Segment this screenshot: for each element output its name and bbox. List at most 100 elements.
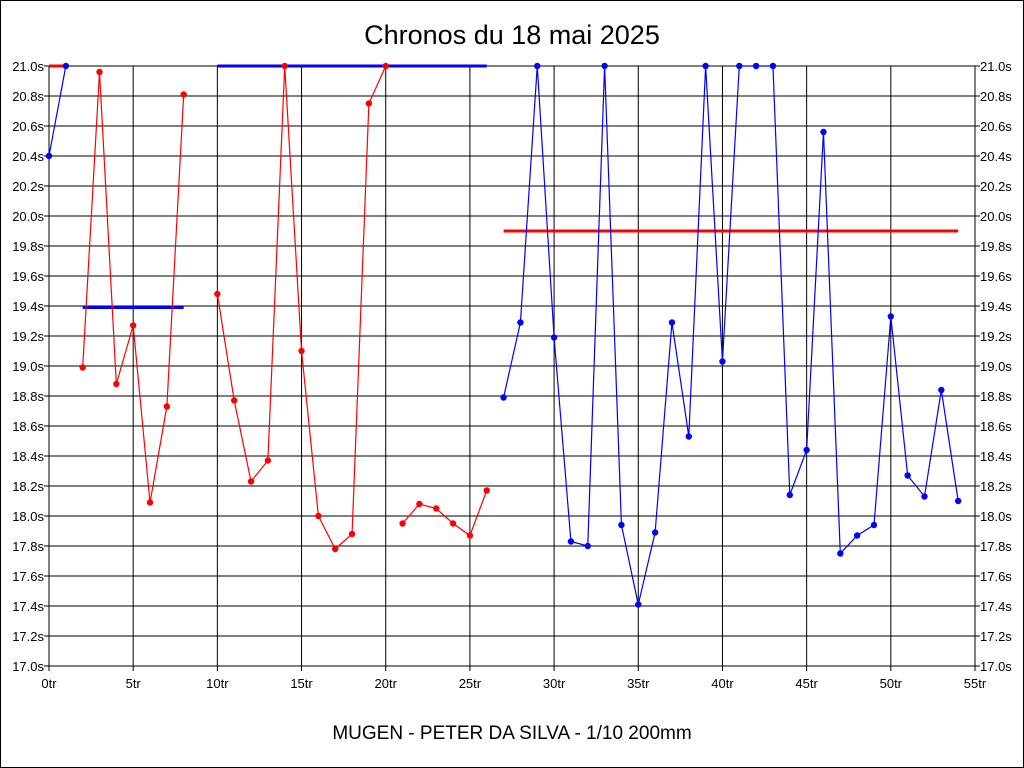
data-point	[853, 532, 861, 539]
data-point	[820, 128, 827, 136]
y-tick-label-right: 18.0s	[980, 509, 1012, 524]
y-tick-label-left: 21.0s	[12, 59, 44, 74]
series-group	[500, 62, 962, 608]
data-point	[315, 512, 322, 520]
x-tick-label: 20tr	[375, 676, 398, 691]
x-tick-label: 55tr	[964, 676, 987, 691]
data-point	[365, 100, 373, 107]
data-point	[113, 380, 120, 388]
data-point	[416, 500, 423, 508]
data-point	[180, 91, 187, 98]
data-point	[702, 62, 709, 70]
data-point	[786, 491, 793, 499]
data-point	[79, 364, 86, 371]
y-tick-label-left: 17.4s	[12, 599, 44, 614]
data-point	[264, 457, 272, 464]
y-tick-label-right: 20.6s	[980, 119, 1012, 134]
y-tick-label-left: 20.4s	[12, 149, 44, 164]
y-tick-label-right: 18.2s	[980, 479, 1012, 494]
data-point	[163, 403, 171, 410]
x-tick-label: 15tr	[290, 676, 313, 691]
data-point	[736, 62, 743, 70]
data-point	[651, 529, 659, 536]
x-tick-label: 35tr	[627, 676, 650, 691]
y-tick-label-left: 17.0s	[12, 659, 44, 674]
y-tick-label-left: 18.8s	[12, 389, 44, 404]
data-point	[348, 530, 356, 538]
y-tick-label-left: 18.6s	[12, 419, 44, 434]
data-point	[752, 62, 760, 70]
y-tick-label-right: 17.6s	[980, 569, 1012, 584]
series-line	[48, 65, 67, 157]
y-tick-label-left: 19.0s	[12, 359, 44, 374]
y-tick-label-right: 17.0s	[980, 659, 1012, 674]
y-tick-label-left: 17.6s	[12, 569, 44, 584]
data-point	[500, 394, 507, 401]
data-point	[298, 347, 305, 355]
data-point	[231, 397, 238, 404]
data-point	[96, 68, 103, 76]
y-tick-label-right: 18.8s	[980, 389, 1012, 404]
x-tick-label: 10tr	[206, 676, 229, 691]
y-tick-label-right: 17.2s	[980, 629, 1012, 644]
y-tick-label-left: 20.8s	[12, 89, 44, 104]
x-tick-label: 50tr	[880, 676, 903, 691]
data-point	[449, 520, 457, 527]
chart-title: Chronos du 18 mai 2025	[364, 20, 660, 50]
data-point	[281, 62, 288, 70]
chart-subtitle: MUGEN - PETER DA SILVA - 1/10 200mm	[332, 723, 691, 744]
y-tick-label-left: 20.6s	[12, 119, 44, 134]
y-tick-label-right: 19.2s	[980, 329, 1012, 344]
y-tick-label-left: 18.4s	[12, 449, 44, 464]
y-tick-label-left: 18.0s	[12, 509, 44, 524]
series-group	[79, 68, 187, 506]
data-point	[837, 550, 844, 557]
series-group	[45, 62, 70, 160]
data-point	[129, 322, 137, 329]
grid-layer	[44, 65, 980, 671]
y-tick-label-right: 20.4s	[980, 149, 1012, 164]
data-series	[45, 62, 962, 608]
data-point	[382, 62, 389, 70]
data-point	[550, 334, 558, 341]
plot-border	[48, 65, 976, 667]
y-tick-label-right: 18.4s	[980, 449, 1012, 464]
data-point	[938, 386, 945, 394]
data-point	[62, 62, 70, 70]
y-tick-label-left: 19.6s	[12, 269, 44, 284]
x-tick-label: 25tr	[459, 676, 482, 691]
data-point	[567, 538, 575, 545]
x-tick-label: 40tr	[711, 676, 734, 691]
y-tick-label-right: 20.8s	[980, 89, 1012, 104]
y-tick-label-left: 19.4s	[12, 299, 44, 314]
y-tick-label-right: 20.0s	[980, 209, 1012, 224]
data-point	[904, 472, 911, 479]
y-tick-label-left: 19.8s	[12, 239, 44, 254]
y-tick-label-right: 20.2s	[980, 179, 1012, 194]
data-point	[870, 521, 878, 529]
y-tick-label-left: 20.0s	[12, 209, 44, 224]
data-point	[483, 487, 490, 494]
data-point	[635, 601, 642, 608]
data-point	[433, 505, 440, 512]
data-point	[534, 62, 541, 70]
x-tick-label: 5tr	[126, 676, 142, 691]
y-tick-label-left: 17.2s	[12, 629, 44, 644]
y-tick-label-left: 20.2s	[12, 179, 44, 194]
average-lines	[49, 64, 959, 309]
data-point	[517, 319, 524, 326]
y-tick-label-right: 21.0s	[980, 59, 1012, 74]
y-tick-label-right: 19.8s	[980, 239, 1012, 254]
data-point	[214, 290, 221, 298]
data-point	[584, 542, 591, 550]
data-point	[332, 545, 339, 553]
data-point	[668, 319, 676, 326]
data-point	[887, 313, 895, 320]
y-tick-label-left: 17.8s	[12, 539, 44, 554]
y-tick-label-right: 19.6s	[980, 269, 1012, 284]
data-point	[618, 521, 625, 529]
series-group	[214, 62, 389, 553]
data-point	[601, 62, 608, 70]
